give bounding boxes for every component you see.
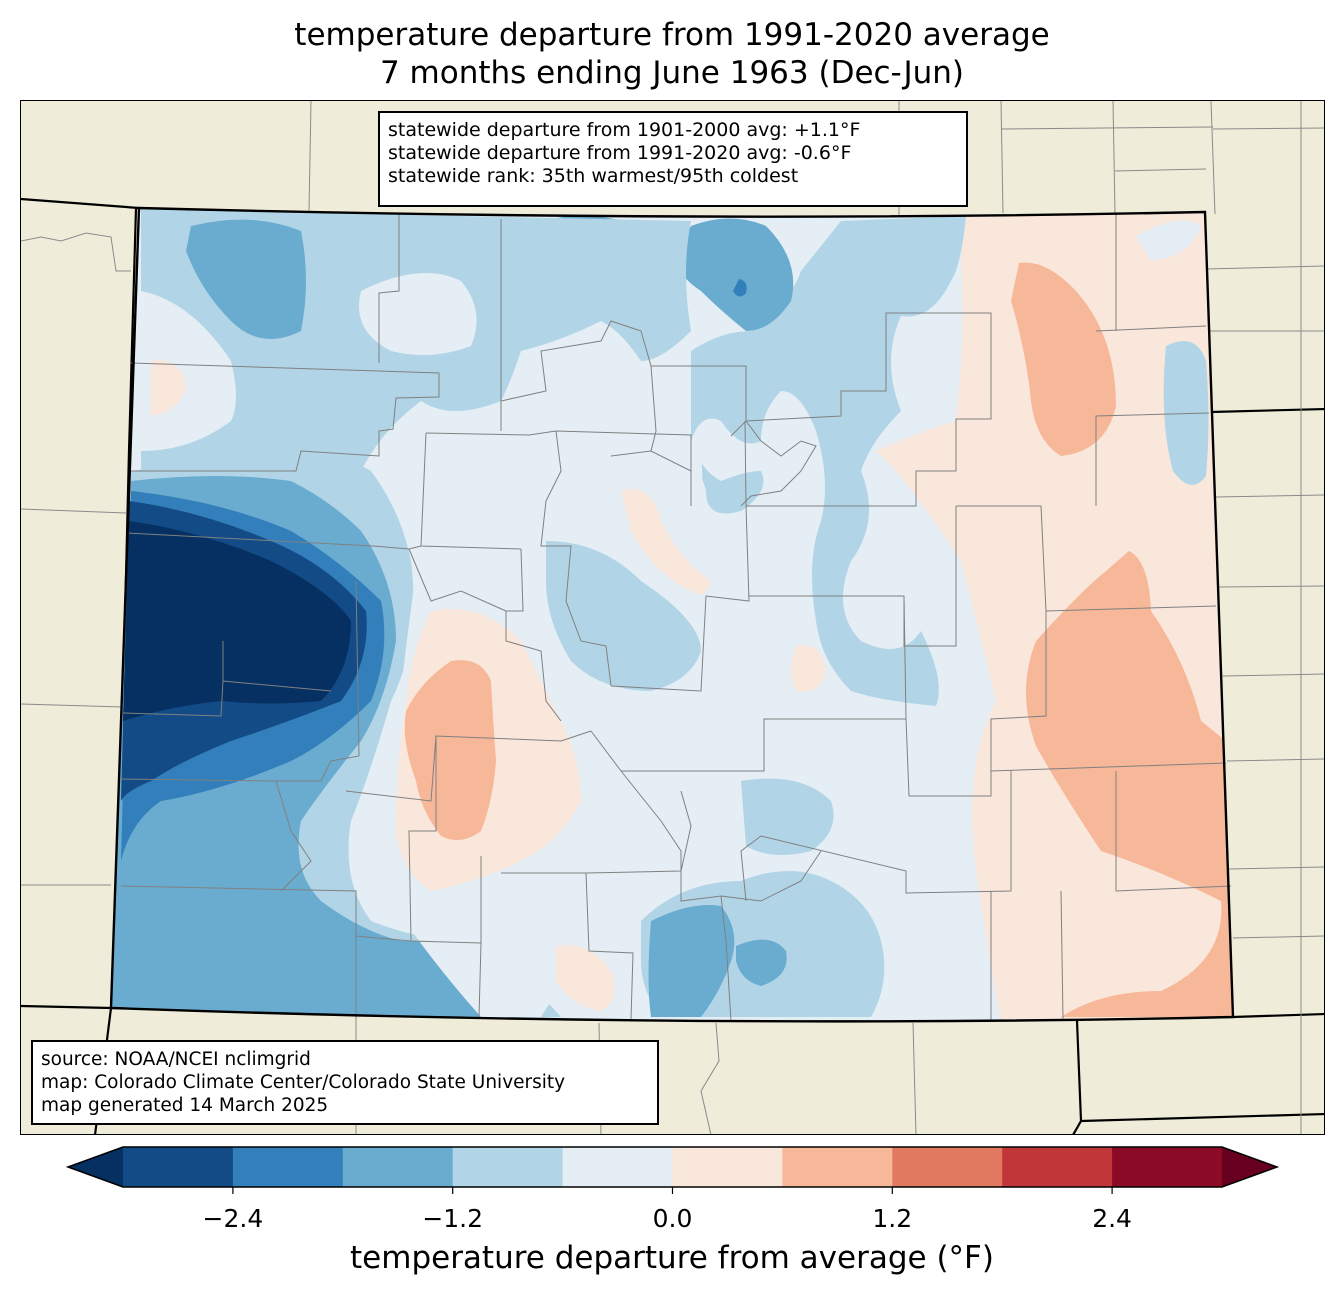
stats-line-3: statewide rank: 35th warmest/95th coldes… [388,165,799,187]
colorbar-bins [123,1147,1223,1187]
colorbar-bin [892,1147,1003,1187]
field-medium-blue-south-2 [736,939,787,986]
colorbar-tick-label: −1.2 [422,1204,484,1233]
field-medium-blue-south [648,905,735,1017]
colorbar-bin [123,1147,234,1187]
colorbar-tick-label: −2.4 [202,1204,264,1233]
field-light-blue-southeast-central [741,778,834,855]
field-warm-central-2 [621,489,711,595]
colorbar [65,1146,1280,1194]
colorbar-tick-label: 2.4 [1092,1204,1132,1233]
field-warmer-central [404,660,496,840]
map-canvas [21,101,1324,1134]
field-medium-blue-north [675,218,794,331]
field-warm-spot-east-central [791,645,826,692]
colorbar-bin [1112,1147,1223,1187]
statewide-stats-box: statewide departure from 1901-2000 avg: … [378,111,968,207]
source-line-1: source: NOAA/NCEI nclimgrid [41,1049,311,1070]
field-warm-nw [151,360,186,416]
colorado-state-border [109,206,1235,1023]
colorbar-bin [452,1147,564,1187]
source-box: source: NOAA/NCEI nclimgrid map: Colorad… [31,1040,659,1125]
colorbar-under-arrow [68,1147,123,1187]
colorbar-bin [672,1147,783,1187]
field-medium-blue-nw [186,219,306,339]
colorbar-bin [1002,1147,1113,1187]
field-neutral-north-1 [359,273,477,355]
map-title-line-1: temperature departure from 1991-2020 ave… [294,17,1050,53]
stats-line-2: statewide departure from 1991-2020 avg: … [388,142,852,164]
field-darkest-blue-west [123,521,351,721]
colorbar-over-arrow [1222,1147,1277,1187]
colorbar-outline [65,1146,1280,1188]
field-light-blue-east [1163,341,1209,485]
colorbar-bin [562,1147,673,1187]
colorado-county-lines [120,213,1232,1022]
stats-line-1: statewide departure from 1901-2000 avg: … [388,119,861,141]
colorbar-ticks [232,1187,1113,1194]
field-light-blue-central-east [691,216,966,706]
source-line-2: map: Colorado Climate Center/Colorado St… [41,1072,566,1093]
source-line-3: map generated 14 March 2025 [41,1095,329,1116]
colorbar-bin [782,1147,893,1187]
colorbar-bin [342,1147,454,1187]
colorbar-bin [232,1147,344,1187]
neighbor-county-lines [21,101,1324,1134]
field-light-blue-ne [1136,220,1201,261]
colorbar-tick-label: 1.2 [872,1204,913,1233]
colorbar-label: temperature departure from average (°F) [350,1240,994,1276]
field-light-blue-central-2 [546,541,701,691]
map-frame [20,100,1325,1135]
temperature-fields [111,208,1233,1022]
colorbar-tick-label: 0.0 [652,1204,693,1233]
field-warmer-ne [1011,262,1116,456]
map-title-line-2: 7 months ending June 1963 (Dec-Jun) [379,55,965,91]
field-warm-south [556,945,615,1011]
field-warmer-se [1026,551,1233,1017]
field-dark-spot-north [733,279,747,297]
